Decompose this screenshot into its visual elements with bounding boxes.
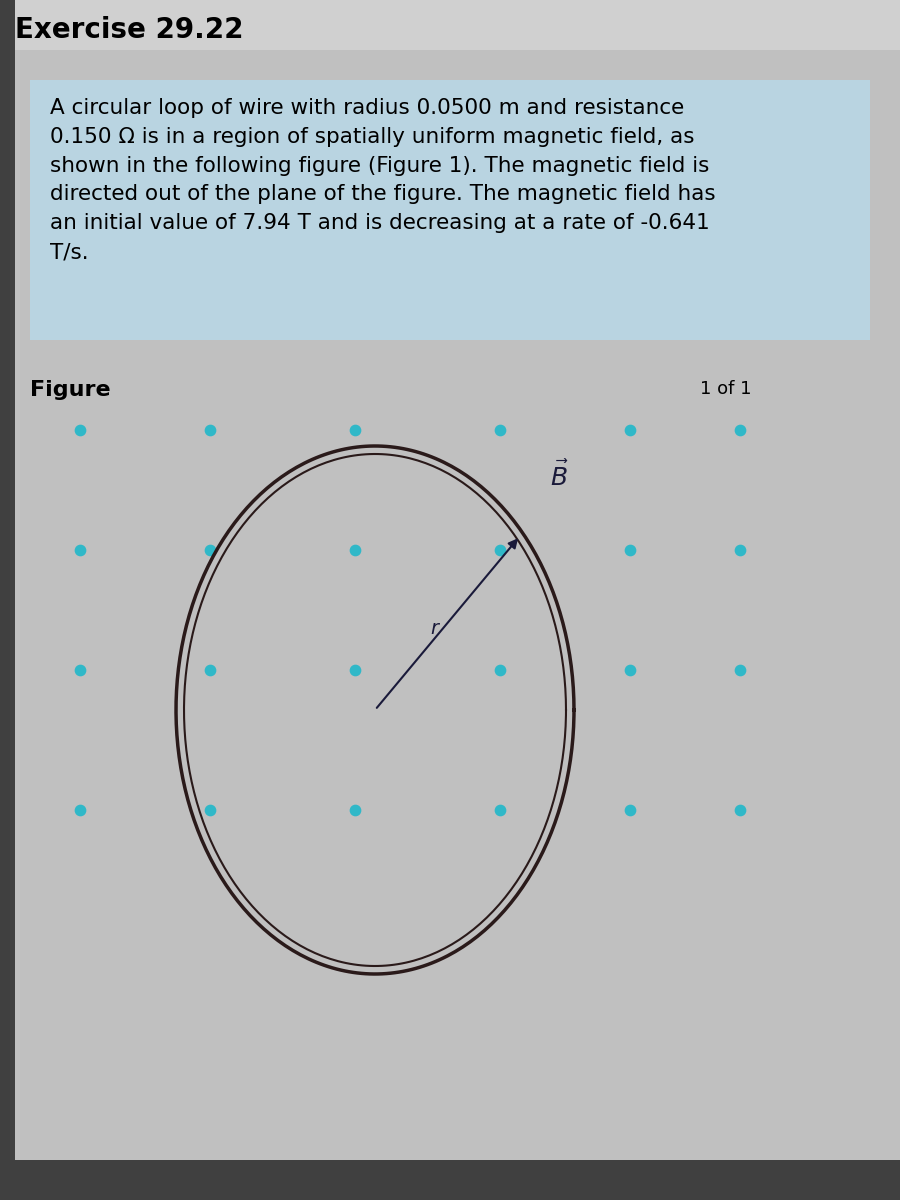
Bar [0, 1160, 900, 1200]
Point [623, 420, 637, 439]
Point [73, 420, 87, 439]
Text: $r$: $r$ [430, 618, 441, 637]
Text: $\vec{B}$: $\vec{B}$ [550, 461, 568, 491]
Text: 1 of 1: 1 of 1 [700, 380, 752, 398]
Point [623, 660, 637, 679]
Bar [0, 0, 900, 70]
Point [733, 540, 747, 559]
Point [493, 800, 508, 820]
Point [347, 800, 362, 820]
Point [347, 540, 362, 559]
Point [347, 420, 362, 439]
Text: A circular loop of wire with radius 0.0500 m and resistance
0.150 Ω is in a regi: A circular loop of wire with radius 0.05… [50, 98, 716, 262]
Point [347, 660, 362, 679]
Point [493, 540, 508, 559]
Point [733, 420, 747, 439]
Point [202, 800, 217, 820]
Text: Figure: Figure [30, 380, 111, 400]
Point [202, 660, 217, 679]
Point [623, 800, 637, 820]
Point [493, 660, 508, 679]
Bar [0, 0, 15, 1200]
Text: Exercise 29.22: Exercise 29.22 [15, 16, 244, 44]
Bar [30, 80, 870, 340]
Point [733, 800, 747, 820]
Point [73, 540, 87, 559]
Point [733, 660, 747, 679]
Point [73, 660, 87, 679]
Point [623, 540, 637, 559]
Point [73, 800, 87, 820]
Point [202, 540, 217, 559]
Point [493, 420, 508, 439]
Bar [30, 340, 870, 620]
Point [202, 420, 217, 439]
